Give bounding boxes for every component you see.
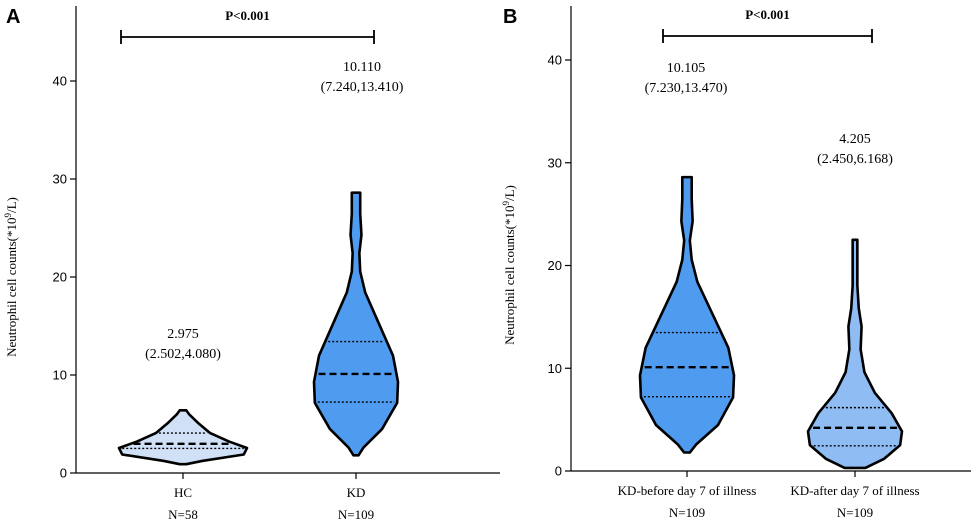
panel-b-letter: B (503, 6, 517, 28)
panel-b-group-2-iqr-label: (2.450,6.168) (817, 152, 893, 167)
panel-a-group-2-median-label: 10.110 (343, 60, 381, 75)
panel-b-group-2-violin (806, 238, 904, 470)
panel-a-y-axis-label-sup: 9 (3, 213, 13, 218)
panel-a-y-tick-label: 40 (53, 74, 67, 89)
panel-b-group-1-n-label: N=109 (669, 505, 705, 520)
panel-b-y-tick-label: 0 (555, 464, 562, 479)
panel-a-group-1-iqr-label: (2.502,4.080) (145, 347, 221, 362)
panel-b-y-tick-label: 30 (548, 155, 562, 170)
panel-a-y-tick-label: 20 (53, 270, 67, 285)
panel-b-group-2-n-label: N=109 (837, 505, 873, 520)
panel-a-letter: A (6, 6, 20, 28)
panel-b-group-1-x-label: KD-before day 7 of illness (618, 483, 757, 498)
panel-b-group-1-median-label: 10.105 (667, 61, 706, 76)
panel-a-y-axis-label: Neutrophil cell counts(*109/L) (3, 197, 19, 357)
panel-a-group-2-x-label: KD (347, 485, 366, 500)
panel-a-group-2-iqr-label: (7.240,13.410) (321, 80, 404, 95)
panel-a-y-axis-label-main: Neutrophil cell counts(*10 (4, 218, 19, 357)
panel-b-group-1-iqr-label: (7.230,13.470) (645, 81, 728, 96)
panel-b-y-tick-label: 40 (548, 53, 562, 68)
panel-a-y-tick-label: 0 (60, 466, 67, 481)
panel-b-y-axis-label-main: Neutrophil cell counts(*10 (502, 206, 517, 345)
panel-b-group-2-median-label: 4.205 (839, 132, 871, 147)
panel-a-group-2-n-label: N=109 (338, 507, 374, 521)
panel-a-group-1-n-label: N=58 (168, 507, 198, 521)
panel-b-y-axis-label: Neutrophil cell counts(*109/L) (501, 185, 517, 345)
panel-a-group-1-x-label: HC (174, 485, 192, 500)
panel-a-group-1-median-label: 2.975 (167, 327, 199, 342)
panel-a-group-2-violin (312, 191, 400, 457)
panel-a-y-tick-label: 10 (53, 368, 67, 383)
panel-b-group-1-violin (638, 175, 736, 454)
panel-a-y-tick-label: 30 (53, 172, 67, 187)
panel-b-significance-label: P<0.001 (745, 7, 790, 22)
panel-a-y-axis-label-tail: /L) (4, 197, 19, 213)
panel-b-group-2-x-label: KD-after day 7 of illness (790, 483, 919, 498)
panel-a-group-1-violin (117, 408, 249, 466)
panel-a-significance-label: P<0.001 (225, 8, 270, 23)
panel-b-y-tick-label: 10 (548, 361, 562, 376)
panel-b-y-tick-label: 20 (548, 258, 562, 273)
panel-b-y-axis-label-tail: /L) (502, 185, 517, 201)
panel-b-y-axis-label-sup: 9 (501, 201, 511, 206)
